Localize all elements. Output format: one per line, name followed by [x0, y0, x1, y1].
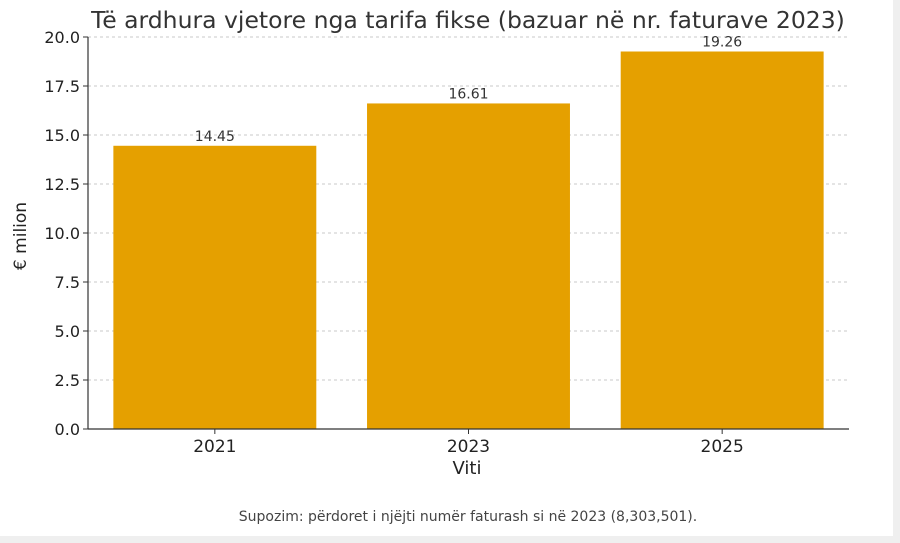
bar-value-label: 14.45: [195, 129, 235, 145]
y-axis-label: € milion: [11, 202, 31, 270]
bar: [620, 51, 824, 430]
y-tick-label: 15.0: [44, 126, 80, 145]
chart-title: Të ardhura vjetore nga tarifa fikse (baz…: [90, 6, 845, 34]
y-tick-label: 12.5: [44, 175, 80, 194]
y-tick-label: 5.0: [55, 322, 80, 341]
y-axis-ticks: 0.0 2.5 5.0 7.5 10.0 12.5 15.0 17.5 20.0: [44, 28, 88, 439]
y-tick-label: 10.0: [44, 224, 80, 243]
x-tick-label: 2025: [701, 437, 744, 457]
bar: [367, 103, 570, 429]
y-tick-label: 0.0: [55, 420, 80, 439]
y-tick-label: 20.0: [44, 28, 80, 47]
bar-value-label: 19.26: [702, 35, 742, 51]
y-tick-label: 7.5: [55, 273, 80, 292]
y-tick-label: 2.5: [55, 371, 80, 390]
x-tick-label: 2021: [193, 437, 236, 457]
chart-card: Të ardhura vjetore nga tarifa fikse (baz…: [0, 0, 893, 536]
value-labels: 14.45 16.61 19.26: [195, 35, 743, 145]
bar-chart: Të ardhura vjetore nga tarifa fikse (baz…: [11, 6, 849, 525]
bar-value-label: 16.61: [448, 86, 488, 102]
bar: [113, 145, 317, 429]
x-axis-label: Viti: [453, 458, 482, 479]
y-tick-label: 17.5: [44, 77, 80, 96]
x-axis-ticks: 2021 2023 2025: [193, 429, 744, 457]
assumption-note: Supozim: përdoret i njëjti numër faturas…: [239, 509, 697, 525]
bars: [113, 51, 824, 430]
x-tick-label: 2023: [447, 437, 490, 457]
